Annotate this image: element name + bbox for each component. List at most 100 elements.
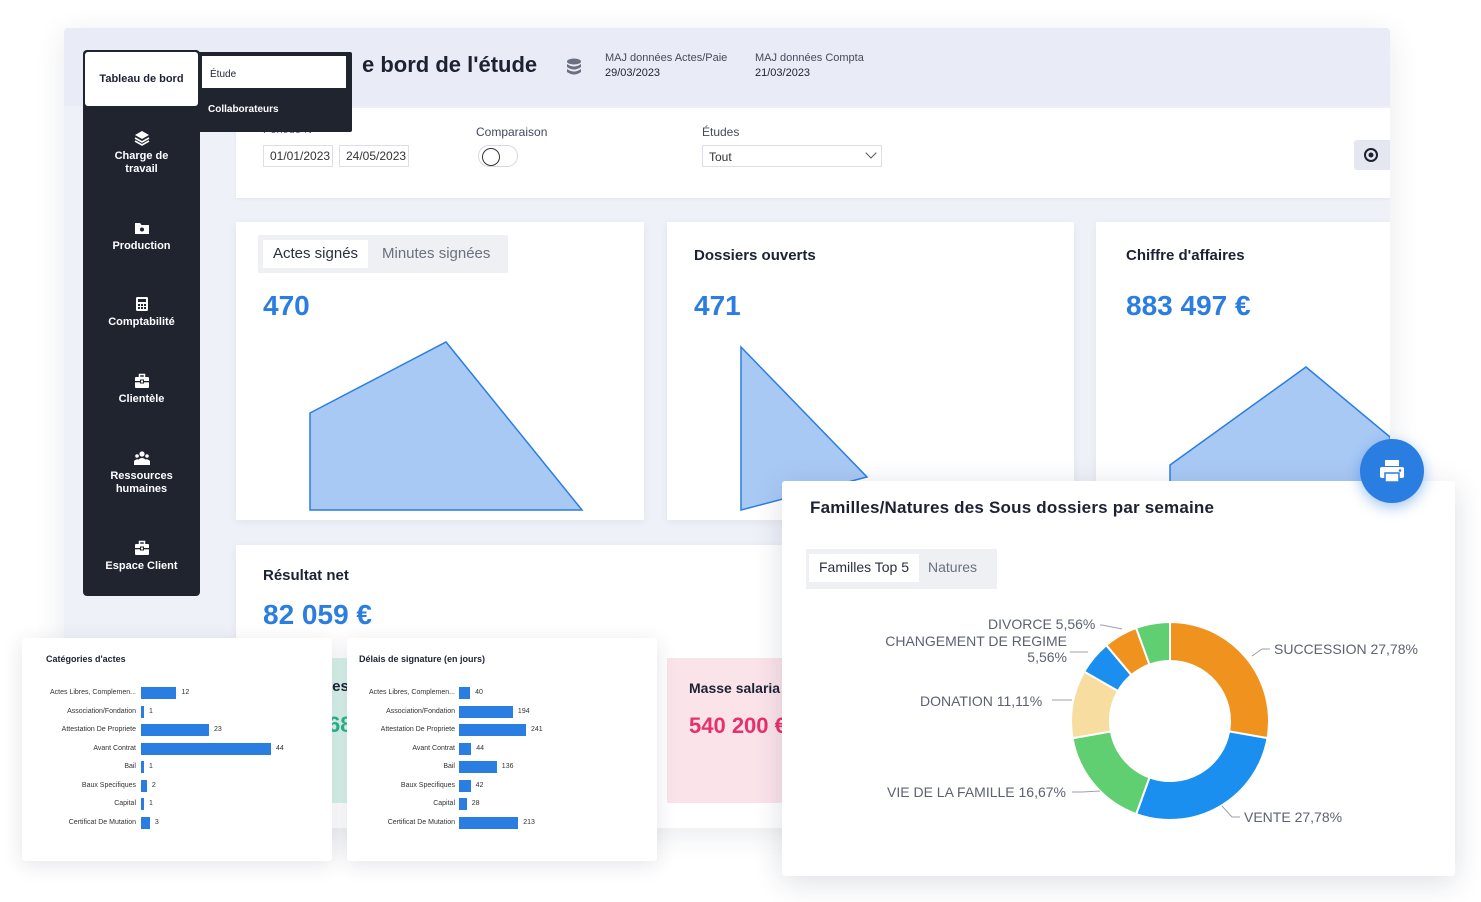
dossiers-title: Dossiers ouverts xyxy=(694,247,816,264)
bar xyxy=(141,724,209,736)
bar-label: Actes Libres, Complemen... xyxy=(369,689,455,696)
bar-value: 3 xyxy=(154,818,159,826)
etudes-select[interactable]: Tout xyxy=(702,145,882,167)
sidebar-item-label: Clientèle xyxy=(118,393,165,405)
folder-gear-icon xyxy=(134,223,149,234)
bar-label: Baux Specifiques xyxy=(81,781,136,789)
printer-icon xyxy=(1380,460,1404,483)
tab-familles-top5[interactable]: Familles Top 5 xyxy=(809,554,920,582)
bar xyxy=(141,742,271,755)
bar xyxy=(141,779,147,792)
tab-actes-signes[interactable]: Actes signés xyxy=(263,240,369,268)
maj-actes-date: 29/03/2023 xyxy=(605,67,661,79)
submenu-item-etude[interactable]: Étude xyxy=(200,54,348,90)
bar xyxy=(459,705,513,718)
chevron-down-icon xyxy=(865,147,877,159)
bar-label: Certificat De Mutation xyxy=(387,818,455,826)
bar xyxy=(141,705,144,718)
filter-bar: Période N 01/01/2023 24/05/2023 Comparai… xyxy=(236,108,1390,198)
bar-value: 241 xyxy=(531,726,543,733)
bar xyxy=(459,724,526,736)
bar xyxy=(141,687,177,699)
leader-line xyxy=(1072,790,1101,793)
bar-label: Avant Contrat xyxy=(412,744,455,752)
actes-area-chart xyxy=(309,341,584,511)
sidebar-item-label: Espace Client xyxy=(105,560,178,572)
maj-compta-label: MAJ données Compta xyxy=(755,52,864,64)
categories-title: Catégories d'actes xyxy=(46,654,126,664)
bar-label: Avant Contrat xyxy=(93,744,136,752)
ca-area-chart xyxy=(1169,366,1390,511)
bar-label: Association/Fondation xyxy=(386,707,455,715)
tab-natures[interactable]: Natures xyxy=(928,559,978,575)
masse-title: Masse salaria xyxy=(689,680,781,696)
sidebar-item-comptabilite[interactable]: Comptabilité xyxy=(83,296,200,329)
slice-vente[interactable] xyxy=(1134,730,1269,821)
bar-value: 12 xyxy=(181,689,190,696)
bar-value: 42 xyxy=(475,781,484,789)
bar-label: Baux Specifiques xyxy=(400,781,455,789)
familles-tabs: Familles Top 5 Natures xyxy=(806,549,997,589)
comparaison-label: Comparaison xyxy=(476,125,548,139)
sidebar: Tableau de bord Charge de travail Produc… xyxy=(83,50,200,596)
resultat-value: 82 059 € xyxy=(263,599,372,630)
bar xyxy=(459,687,471,699)
ca-title: Chiffre d'affaires xyxy=(1126,247,1245,264)
database-icon xyxy=(567,58,581,75)
label-donation: DONATION 11,11% xyxy=(920,693,1043,709)
bar-label: Bail xyxy=(124,763,136,770)
comparaison-toggle[interactable] xyxy=(478,145,518,167)
label-changement-regime-line2: 5,56% xyxy=(1027,649,1067,665)
label-changement-regime-line1: CHANGEMENT DE REGIME xyxy=(885,633,1067,649)
bar xyxy=(459,798,467,810)
bar xyxy=(141,761,144,773)
familles-title: Familles/Natures des Sous dossiers par s… xyxy=(810,498,1215,517)
date-start-input[interactable]: 01/01/2023 xyxy=(263,145,333,167)
sidebar-item-label: Ressources humaines xyxy=(110,470,173,495)
slice-vie-famille[interactable] xyxy=(1071,730,1151,816)
print-button[interactable] xyxy=(1360,439,1424,503)
resultat-title: Résultat net xyxy=(263,567,349,584)
bar xyxy=(459,779,471,792)
briefcase-icon xyxy=(134,540,149,555)
reset-filter-button[interactable] xyxy=(1354,140,1390,170)
bar-label: Attestation De Propriete xyxy=(61,726,136,733)
sidebar-item-charge-de-travail[interactable]: Charge de travail xyxy=(83,130,200,176)
etudes-label: Études xyxy=(702,125,740,139)
slice-succession[interactable] xyxy=(1169,620,1270,740)
bar-label: Bail xyxy=(443,763,455,770)
slice-autre[interactable] xyxy=(1134,620,1171,666)
sidebar-item-label: Comptabilité xyxy=(108,316,175,328)
bar xyxy=(141,798,144,810)
dossiers-card: Dossiers ouverts 471 xyxy=(667,222,1074,520)
bar-value: 213 xyxy=(523,818,535,826)
page-title: e bord de l'étude xyxy=(362,52,538,77)
sidebar-item-tableau-de-bord[interactable]: Tableau de bord xyxy=(85,52,198,106)
sidebar-item-production[interactable]: Production xyxy=(83,220,200,253)
date-end-input[interactable]: 24/05/2023 xyxy=(339,145,409,167)
sidebar-item-clientele[interactable]: Clientèle xyxy=(83,373,200,406)
sidebar-item-ressources-humaines[interactable]: Ressources humaines xyxy=(83,450,200,496)
people-icon xyxy=(133,451,150,465)
leader-line xyxy=(1251,648,1270,657)
bar-label: Attestation De Propriete xyxy=(380,726,455,733)
masse-value: 540 200 € xyxy=(689,713,787,738)
label-vie-famille: VIE DE LA FAMILLE 16,67% xyxy=(887,784,1066,800)
actes-tabs: Actes signés Minutes signées xyxy=(258,235,508,273)
bar xyxy=(459,816,519,829)
bar-value: 44 xyxy=(476,744,485,752)
familles-donut-chart xyxy=(1052,620,1270,821)
bar xyxy=(459,742,472,755)
briefcase-icon xyxy=(134,373,149,388)
label-succession: SUCCESSION 27,78% xyxy=(1274,641,1418,657)
etudes-select-value: Tout xyxy=(709,150,732,164)
maj-compta-date: 21/03/2023 xyxy=(755,67,811,79)
submenu-item-collaborateurs[interactable]: Collaborateurs xyxy=(208,104,279,115)
bar-value: 194 xyxy=(517,707,530,715)
teal-card-title: les xyxy=(328,678,349,695)
bar xyxy=(141,816,150,829)
bar-label: Certificat De Mutation xyxy=(68,818,136,826)
maj-actes-label: MAJ données Actes/Paie xyxy=(605,52,728,64)
sidebar-item-espace-client[interactable]: Espace Client xyxy=(83,540,200,573)
tab-minutes-signees[interactable]: Minutes signées xyxy=(382,245,491,262)
